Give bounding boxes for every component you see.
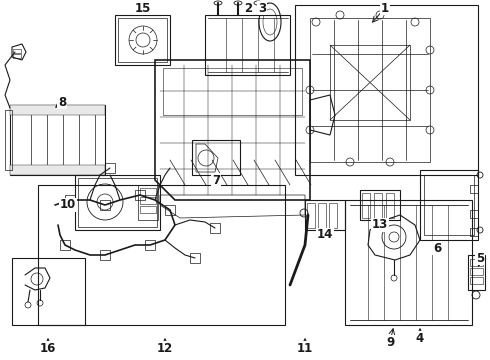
Text: 11: 11	[297, 342, 313, 355]
Bar	[140, 197, 156, 204]
Bar	[386, 193, 394, 218]
Bar	[470, 210, 478, 218]
Text: 14: 14	[317, 229, 333, 242]
Text: 4: 4	[416, 332, 424, 345]
Bar	[190, 253, 200, 263]
Bar	[345, 200, 472, 325]
Text: 12: 12	[157, 342, 173, 355]
Bar	[12, 258, 85, 325]
Bar	[318, 203, 326, 228]
Bar	[140, 206, 156, 213]
Bar	[330, 45, 410, 120]
Bar	[145, 240, 155, 250]
Text: 15: 15	[135, 1, 151, 14]
Bar	[360, 190, 400, 220]
Bar	[140, 188, 156, 195]
Bar	[420, 170, 478, 240]
Bar	[210, 223, 220, 233]
Bar	[13, 49, 21, 53]
Bar	[470, 268, 483, 275]
Bar	[205, 15, 290, 75]
Bar	[118, 18, 167, 62]
Bar	[192, 140, 240, 175]
Bar	[165, 205, 175, 215]
Bar	[470, 185, 478, 193]
Bar	[10, 165, 105, 175]
Bar	[105, 163, 115, 173]
Bar	[10, 105, 105, 175]
Bar	[115, 15, 170, 65]
Text: 16: 16	[40, 342, 56, 355]
Text: 1: 1	[381, 1, 389, 14]
Text: 13: 13	[372, 219, 388, 231]
Bar	[470, 277, 483, 284]
Bar	[75, 175, 160, 230]
Bar	[307, 203, 315, 228]
Text: 9: 9	[386, 336, 394, 348]
Bar	[38, 185, 285, 325]
Bar	[5, 110, 12, 170]
Bar	[305, 200, 345, 230]
Bar	[374, 193, 382, 218]
Bar	[468, 255, 485, 290]
Bar	[310, 18, 430, 162]
Text: 6: 6	[433, 242, 441, 255]
Bar	[163, 68, 302, 115]
Bar	[295, 5, 478, 175]
Text: 5: 5	[476, 252, 484, 265]
Bar	[60, 240, 70, 250]
Text: 2: 2	[244, 1, 252, 14]
Bar	[329, 203, 337, 228]
Bar	[65, 195, 75, 205]
Bar	[100, 200, 110, 210]
Bar	[13, 54, 21, 58]
Bar	[10, 105, 105, 115]
Bar	[362, 193, 370, 218]
Text: 10: 10	[60, 198, 76, 211]
Text: 7: 7	[212, 174, 220, 186]
Bar	[135, 190, 145, 200]
Text: 3: 3	[258, 1, 266, 14]
Bar	[424, 175, 474, 235]
Bar	[470, 228, 478, 236]
Bar	[100, 250, 110, 260]
Text: 8: 8	[58, 95, 66, 108]
Bar	[78, 178, 157, 227]
Bar	[470, 259, 483, 266]
Bar	[138, 185, 158, 220]
